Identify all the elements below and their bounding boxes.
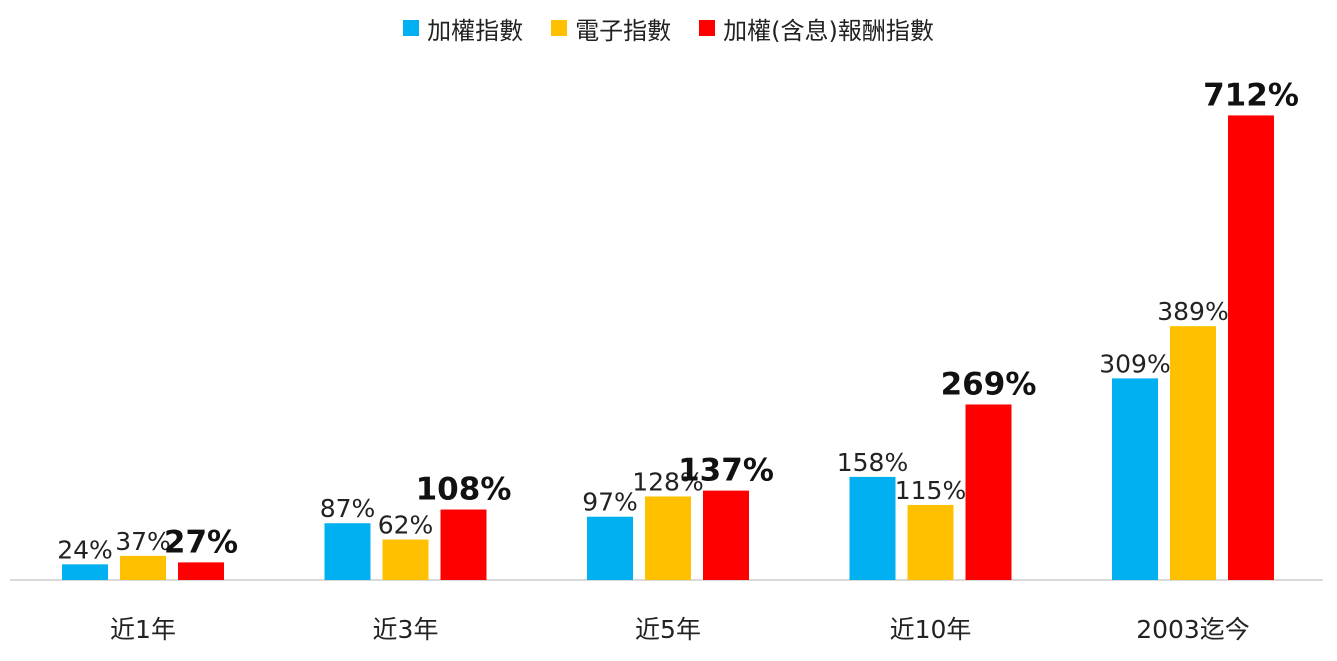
legend: 加權指數 電子指數 加權(含息)報酬指數 [0, 10, 1337, 46]
bar [324, 523, 371, 580]
category-label: 2003迄今 [1136, 615, 1250, 644]
legend-swatch [551, 20, 568, 36]
category-label: 近1年 [110, 615, 176, 644]
data-label: 108% [416, 472, 512, 508]
bar [382, 539, 429, 580]
legend-item: 加權指數 [403, 11, 523, 46]
data-label: 62% [378, 511, 434, 540]
legend-label: 電子指數 [575, 16, 672, 45]
data-label: 137% [678, 453, 774, 489]
data-label: 87% [320, 494, 376, 523]
data-label: 37% [115, 527, 171, 556]
bar [62, 564, 108, 580]
bar [703, 490, 749, 580]
bar [1170, 326, 1216, 580]
data-label: 27% [164, 524, 238, 560]
bar [965, 404, 1012, 580]
bar [178, 562, 224, 580]
data-label: 269% [941, 366, 1037, 402]
data-label: 24% [57, 535, 113, 564]
data-label: 712% [1203, 77, 1299, 113]
data-label: 97% [582, 488, 638, 517]
legend-swatch [403, 20, 420, 36]
bar [645, 496, 691, 580]
bar [120, 555, 166, 580]
data-label: 158% [837, 448, 908, 477]
legend-label: 加權(含息)報酬指數 [723, 16, 934, 45]
legend-item: 電子指數 [551, 11, 671, 46]
data-label: 115% [895, 476, 966, 505]
category-label: 近10年 [890, 615, 972, 644]
bar [849, 476, 896, 580]
bar [907, 504, 954, 580]
bar [1228, 115, 1274, 581]
legend-swatch [699, 20, 716, 36]
category-label: 近5年 [635, 615, 701, 644]
bar [1112, 378, 1158, 580]
legend-item: 加權(含息)報酬指數 [699, 11, 934, 46]
category-label: 近3年 [373, 615, 439, 644]
data-label: 389% [1157, 297, 1228, 326]
data-label: 309% [1099, 349, 1170, 378]
legend-label: 加權指數 [427, 16, 524, 45]
bar [587, 516, 633, 580]
bar [440, 509, 487, 580]
data-label: 128% [632, 467, 703, 496]
